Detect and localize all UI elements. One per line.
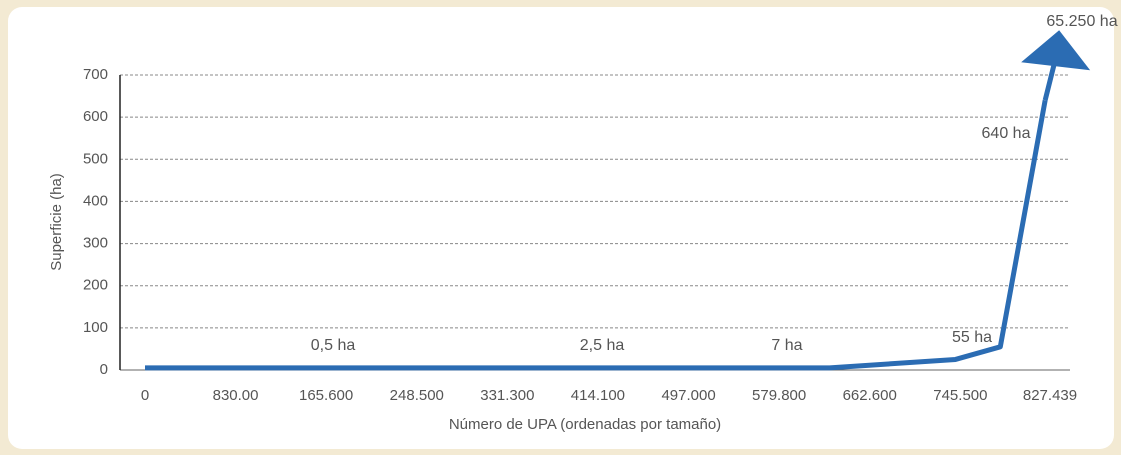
annotation: 0,5 ha [311, 337, 356, 354]
y-tick-label: 0 [100, 361, 108, 378]
arrow-head [1021, 30, 1091, 71]
x-tick-label: 331.300 [480, 387, 534, 404]
annotation: 7 ha [771, 337, 802, 354]
y-tick-label: 300 [83, 235, 108, 252]
panel [8, 7, 1114, 449]
annotation: 65.250 ha [1046, 13, 1117, 30]
x-tick-label: 0 [141, 387, 149, 404]
y-tick-label: 200 [83, 277, 108, 294]
y-axis-label: Superficie (ha) [48, 173, 65, 271]
annotation: 2,5 ha [580, 337, 625, 354]
x-tick-label: 745.500 [933, 387, 987, 404]
y-tick-label: 100 [83, 319, 108, 336]
x-tick-label: 579.800 [752, 387, 806, 404]
y-tick-label: 600 [83, 108, 108, 125]
y-tick-label: 500 [83, 150, 108, 167]
y-tick-label: 400 [83, 192, 108, 209]
annotation: 55 ha [952, 329, 992, 346]
x-tick-label: 248.500 [390, 387, 444, 404]
x-tick-label: 827.439 [1023, 387, 1077, 404]
x-tick-label: 414.100 [571, 387, 625, 404]
arrow-shaft [1042, 59, 1058, 101]
x-tick-label: 497.000 [661, 387, 715, 404]
line [145, 99, 1048, 371]
x-tick-label: 165.600 [299, 387, 353, 404]
x-tick-label: 830.00 [213, 387, 259, 404]
x-axis-label: Número de UPA (ordenadas por tamaño) [449, 416, 721, 433]
x-tick-label: 662.600 [843, 387, 897, 404]
y-tick-label: 700 [83, 66, 108, 83]
annotation: 640 ha [982, 125, 1031, 142]
